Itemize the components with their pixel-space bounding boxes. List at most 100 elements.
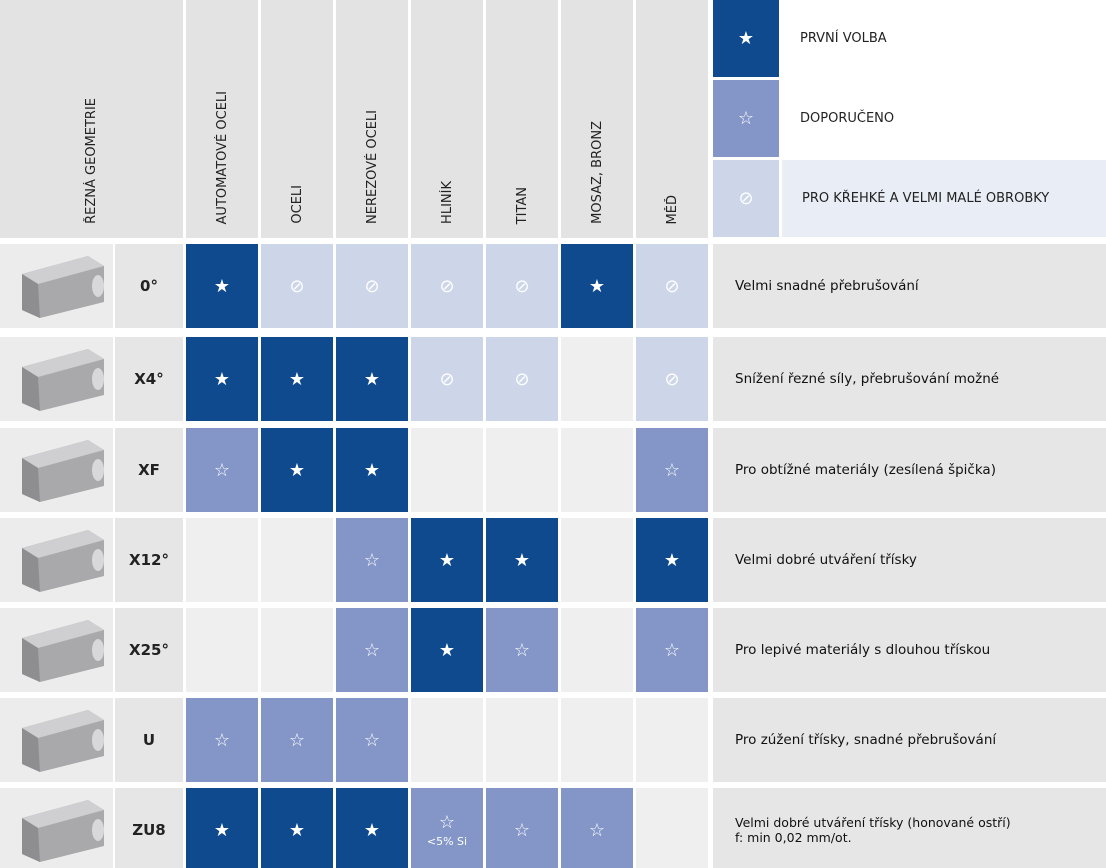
rating-cell: ★: [261, 337, 333, 421]
rating-cell: ⊘: [636, 337, 708, 421]
rating-symbol: ★: [588, 275, 606, 297]
rating-cell: [561, 608, 633, 692]
rating-cell: ★: [411, 608, 483, 692]
rating-symbol: ⊘: [664, 368, 680, 390]
rating-cell: ☆: [336, 608, 408, 692]
legend-label: PRO KŘEHKÉ A VELMI MALÉ OBROBKY: [782, 160, 1106, 237]
rating-cell: [261, 518, 333, 602]
legend-symbol: ☆: [713, 80, 779, 157]
tool-icon: [22, 710, 104, 772]
legend-symbol: ★: [713, 0, 779, 77]
rating-symbol: ⊘: [364, 275, 380, 297]
rating-symbol: ☆: [363, 549, 381, 571]
tool-icon: [22, 530, 104, 592]
material-header: MĚĎ: [636, 0, 708, 238]
rating-cell: [486, 698, 558, 782]
description: Velmi dobré utváření třísky (honované os…: [713, 788, 1106, 868]
tool-image: [0, 608, 113, 692]
description-line: Snížení řezné síly, přebrušování možné: [735, 371, 1000, 387]
header-text: MOSAZ, BRONZ: [589, 121, 605, 224]
rating-symbol: ★: [363, 368, 381, 390]
description: Pro obtížné materiály (zesílená špička): [713, 428, 1106, 512]
rating-cell: ⊘: [336, 244, 408, 328]
material-header: MOSAZ, BRONZ: [561, 0, 633, 238]
rating-cell: [561, 698, 633, 782]
header-text: AUTOMATOVÉ OCELI: [214, 90, 230, 224]
rating-cell: ★: [186, 788, 258, 868]
rating-symbol: ⊘: [289, 275, 305, 297]
tool-icon: [22, 800, 104, 862]
rating-cell: [636, 698, 708, 782]
rating-cell: ☆: [186, 428, 258, 512]
rating-symbol: ★: [438, 639, 456, 661]
description: Pro zúžení třísky, snadné přebrušování: [713, 698, 1106, 782]
description-line: Velmi dobré utváření třísky (honované os…: [735, 815, 1011, 830]
rating-cell: ☆: [336, 518, 408, 602]
rating-symbol: ☆: [663, 639, 681, 661]
geometry-header: ŘEZNÁ GEOMETRIE: [0, 0, 183, 238]
tool-image: [0, 337, 113, 421]
legend-symbol: ⊘: [713, 160, 779, 237]
rating-cell: ⊘: [261, 244, 333, 328]
rating-cell: [186, 608, 258, 692]
material-header: AUTOMATOVÉ OCELI: [186, 0, 258, 238]
rating-cell: ★: [261, 788, 333, 868]
rating-symbol: ⊘: [439, 368, 455, 390]
tool-icon: [22, 349, 104, 411]
rating-cell: ★: [561, 244, 633, 328]
rating-cell: ★: [336, 788, 408, 868]
rating-symbol: ★: [663, 549, 681, 571]
rating-symbol: ☆: [438, 812, 456, 833]
description: Snížení řezné síly, přebrušování možné: [713, 337, 1106, 421]
rating-symbol: ★: [513, 549, 531, 571]
rating-cell: ⊘: [411, 244, 483, 328]
tool-image: [0, 698, 113, 782]
rating-cell: ★: [336, 428, 408, 512]
rating-symbol: ⊘: [439, 275, 455, 297]
rating-cell: ☆: [561, 788, 633, 868]
description-line: Pro lepivé materiály s dlouhou třískou: [735, 642, 991, 658]
rating-cell: ★: [636, 518, 708, 602]
tool-image: [0, 244, 113, 328]
rating-symbol: ★: [363, 819, 381, 841]
rating-cell: ☆: [636, 608, 708, 692]
rating-cell: ⊘: [486, 337, 558, 421]
rating-cell: [561, 428, 633, 512]
header-text: NEREZOVÉ OCELI: [364, 110, 380, 224]
rating-cell: ⊘: [486, 244, 558, 328]
rating-cell: [411, 428, 483, 512]
material-header: HLINÍK: [411, 0, 483, 238]
tool-image: [0, 518, 113, 602]
rating-cell: ★: [336, 337, 408, 421]
geometry-label: X12°: [115, 518, 183, 602]
legend-label: PRVNÍ VOLBA: [782, 0, 1106, 77]
rating-symbol: ☆: [363, 639, 381, 661]
rating-cell: [261, 608, 333, 692]
rating-cell: ☆: [486, 788, 558, 868]
rating-cell: ★: [261, 428, 333, 512]
legend-label: DOPORUČENO: [782, 80, 1106, 157]
rating-symbol: ☆: [513, 819, 531, 841]
description: Velmi dobré utváření třísky: [713, 518, 1106, 602]
header-text: TITAN: [514, 186, 530, 224]
geometry-label: 0°: [115, 244, 183, 328]
rating-symbol: ★: [213, 275, 231, 297]
rating-symbol: ⊘: [514, 368, 530, 390]
rating-symbol: ☆: [213, 729, 231, 751]
rating-symbol: ★: [438, 549, 456, 571]
header-text: MĚĎ: [664, 194, 680, 224]
rating-symbol: ☆: [588, 819, 606, 841]
rating-symbol: ☆: [363, 729, 381, 751]
tool-icon: [22, 620, 104, 682]
rating-symbol: ★: [288, 459, 306, 481]
rating-symbol: ★: [363, 459, 381, 481]
geometry-label: XF: [115, 428, 183, 512]
rating-symbol: ☆: [288, 729, 306, 751]
material-header: NEREZOVÉ OCELI: [336, 0, 408, 238]
tool-image: [0, 788, 113, 868]
rating-cell: ☆: [336, 698, 408, 782]
rating-cell: [486, 428, 558, 512]
rating-cell: [186, 518, 258, 602]
description: Pro lepivé materiály s dlouhou třískou: [713, 608, 1106, 692]
